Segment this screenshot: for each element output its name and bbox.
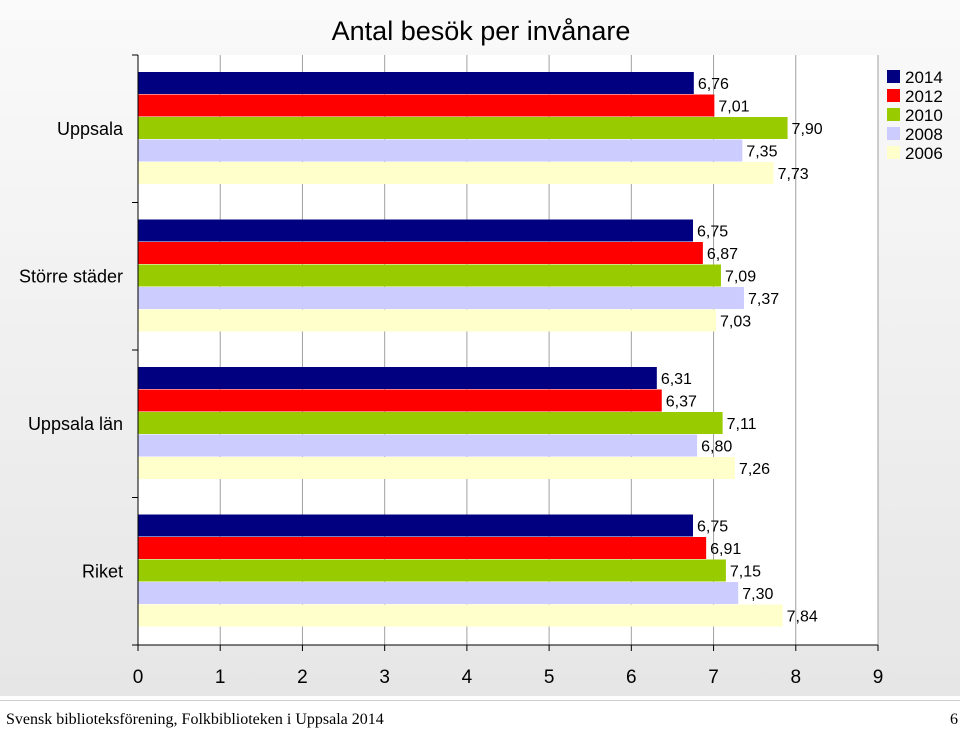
- bar: [138, 434, 698, 457]
- legend-label: 2008: [905, 125, 943, 144]
- data-label: 6,37: [666, 394, 697, 411]
- data-label: 7,73: [778, 166, 809, 183]
- data-label: 6,91: [710, 541, 741, 558]
- bar: [138, 242, 703, 264]
- bar: [138, 162, 774, 184]
- x-tick-label: 1: [215, 667, 226, 688]
- data-label: 6,87: [707, 246, 738, 263]
- bar: [138, 604, 783, 627]
- data-label: 7,09: [725, 269, 756, 286]
- bar: [138, 219, 693, 242]
- category-label: Uppsala län: [28, 414, 123, 434]
- data-label: 7,90: [792, 121, 823, 138]
- legend-swatch: [887, 146, 900, 159]
- category-label: Uppsala: [57, 119, 124, 139]
- x-tick-label: 7: [708, 667, 719, 688]
- data-label: 6,80: [701, 439, 732, 456]
- legend-label: 2014: [905, 68, 943, 87]
- data-label: 7,15: [730, 564, 761, 581]
- data-label: 7,84: [787, 609, 818, 626]
- bar: [138, 457, 735, 479]
- page-number: 6: [950, 711, 958, 728]
- data-label: 7,11: [727, 416, 757, 433]
- bar: [138, 367, 657, 389]
- bar: [138, 287, 744, 309]
- bar-chart: Antal besök per invånare 6,76 7,01 7,90 7,3…: [19, 16, 943, 688]
- x-tick-label: 4: [462, 667, 473, 688]
- data-label: 6,75: [697, 519, 728, 536]
- legend-swatch: [887, 108, 900, 121]
- bar: [138, 412, 723, 434]
- bar: [138, 117, 788, 139]
- legend-label: 2010: [905, 106, 943, 125]
- bar: [138, 139, 743, 162]
- bar: [138, 264, 721, 287]
- data-label: 7,01: [718, 99, 749, 116]
- x-tick-label: 9: [873, 667, 884, 688]
- data-label: 7,35: [746, 144, 777, 161]
- bar: [138, 537, 707, 559]
- data-label: 6,75: [697, 224, 728, 241]
- data-label: 6,31: [661, 371, 692, 388]
- bar: [138, 389, 662, 412]
- data-label: 7,26: [739, 461, 770, 478]
- data-label: 7,03: [720, 314, 751, 331]
- legend-label: 2012: [905, 87, 943, 106]
- legend-label: 2006: [905, 144, 943, 163]
- bar: [138, 559, 726, 582]
- legend-swatch: [887, 89, 900, 102]
- x-tick-label: 5: [544, 667, 555, 688]
- bar: [138, 72, 694, 94]
- x-tick-label: 3: [379, 667, 390, 688]
- footer-source-text: Svensk biblioteksförening, Folkbibliotek…: [6, 711, 384, 728]
- data-label: 6,76: [698, 76, 729, 93]
- x-tick-label: 0: [133, 667, 144, 688]
- category-label: Större städer: [19, 266, 123, 286]
- x-tick-label: 8: [790, 667, 801, 688]
- bar: [138, 582, 739, 604]
- category-label: Riket: [82, 561, 123, 581]
- data-label: 7,30: [742, 586, 773, 603]
- slide-footer: Svensk biblioteksförening, Folkbibliotek…: [0, 700, 960, 731]
- x-tick-label: 6: [626, 667, 637, 688]
- bar: [138, 94, 715, 117]
- data-label: 7,37: [748, 291, 779, 308]
- chart-title: Antal besök per invånare: [332, 16, 631, 46]
- legend-swatch: [887, 70, 900, 83]
- bar: [138, 514, 693, 537]
- legend-swatch: [887, 127, 900, 140]
- x-tick-label: 2: [297, 667, 308, 688]
- bar: [138, 309, 717, 332]
